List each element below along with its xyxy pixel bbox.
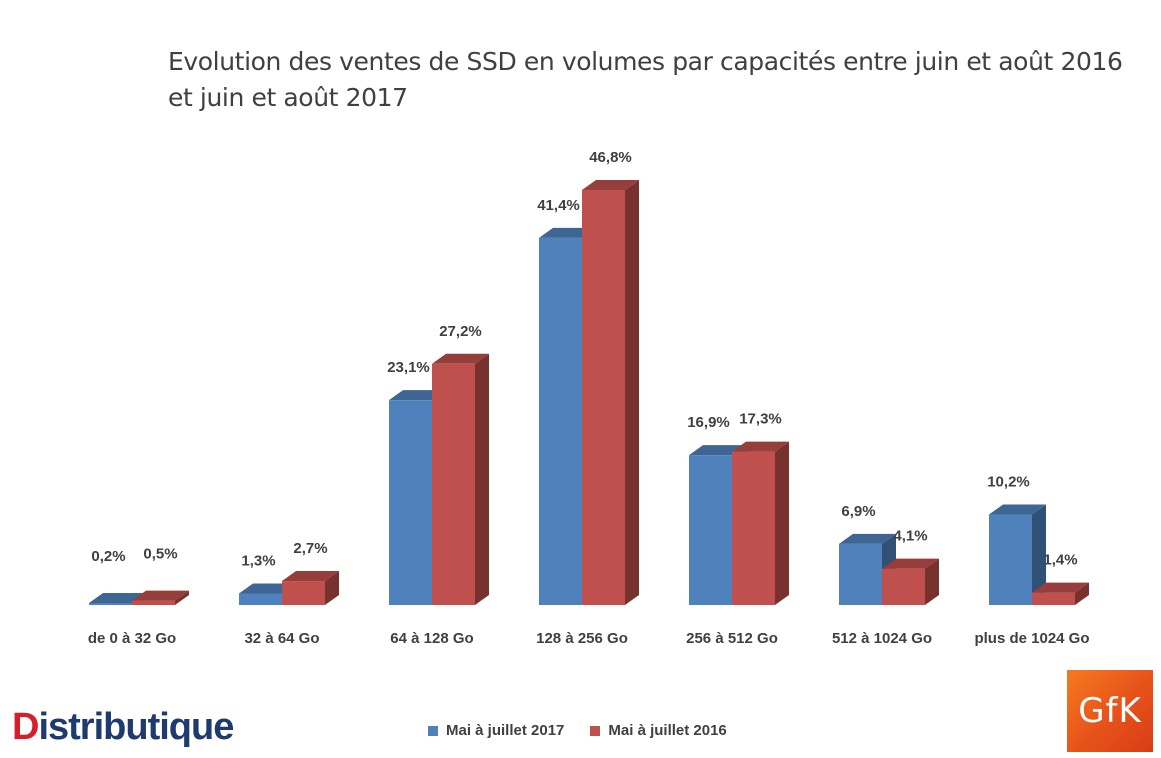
bar [132,600,175,605]
bar-top [239,583,296,594]
bar-top [89,593,146,603]
data-label: 10,2% [987,474,1030,491]
category-label: 256 à 512 Go [686,630,778,647]
bar [432,363,475,605]
bar [389,400,432,605]
bar [689,455,732,605]
bar-group: 1,3% 2,7% 32 à 64 Go [239,540,339,647]
legend-item-2016: Mai à juillet 2016 [590,722,727,739]
data-label: 23,1% [387,359,430,376]
bar-top [582,180,639,190]
data-label: 1,4% [1043,552,1077,569]
legend-label-2016: Mai à juillet 2016 [608,722,727,739]
bar [839,543,882,605]
bar [882,568,925,605]
category-label: 512 à 1024 Go [832,630,932,647]
data-label: 16,9% [687,414,730,431]
bar-side [925,558,939,605]
data-label: 27,2% [439,323,482,340]
bar [89,603,132,605]
bar-side [625,180,639,605]
legend-item-2017: Mai à juillet 2017 [428,722,564,739]
bar-group: 23,1% 27,2% 64 à 128 Go [387,323,489,647]
data-label: 46,8% [589,149,632,166]
data-label: 0,5% [143,546,177,563]
data-label: 0,2% [91,548,125,565]
bar-side [175,590,189,605]
bar-side [1075,582,1089,605]
distributique-logo: Distributique [12,705,234,749]
data-label: 6,9% [841,503,875,520]
bar-group: 41,4% 46,8% 128 à 256 Go [536,149,639,647]
bar-top [132,590,189,601]
bar-group: 0,2% 0,5% de 0 à 32 Go [88,546,189,647]
bar-top [1032,582,1089,593]
category-label: 64 à 128 Go [390,630,473,647]
bar [989,514,1032,605]
bar [539,237,582,605]
bar-side [775,441,789,605]
bar-top [282,571,339,582]
bar-top [732,441,789,452]
legend-label-2017: Mai à juillet 2017 [446,722,565,739]
bar-group: 10,2% 1,4% plus de 1024 Go [974,474,1089,647]
bar-side [1032,504,1046,605]
bar-side [475,353,489,605]
bar-top [989,504,1046,515]
data-label: 4,1% [893,528,927,545]
bar-top [432,353,489,364]
bar [1032,592,1075,605]
bar-group: 6,9% 4,1% 512 à 1024 Go [832,503,939,647]
bar-top [689,445,746,456]
bar [282,581,325,605]
distributique-logo-rest: istributique [38,706,234,748]
bar [239,593,282,605]
bar-top [539,227,596,238]
legend-swatch-2017 [428,725,438,736]
data-label: 17,3% [739,411,782,428]
bar-chart: 0,2% 0,5% de 0 à 32 Go 1,3% 2,7% 32 à 64 Go 23… [88,149,1090,647]
bar-top [839,533,896,544]
distributique-logo-initial: D [12,706,39,748]
category-label: 128 à 256 Go [536,630,628,647]
chart-title: Evolution des ventes de SSD en volumes p… [168,47,1123,112]
data-label: 41,4% [537,197,580,214]
category-label: 32 à 64 Go [244,630,319,647]
chart-legend: Mai à juillet 2017 Mai à juillet 2016 [428,722,727,739]
bar-top [882,558,939,569]
bar-side [325,571,339,605]
category-label: de 0 à 32 Go [88,630,176,647]
data-label: 2,7% [293,540,327,557]
bar-top [389,390,446,401]
bar [732,451,775,605]
category-label: plus de 1024 Go [974,630,1089,647]
gfk-logo: GfK [1067,670,1153,752]
legend-swatch-2016 [590,725,601,736]
bar [582,190,625,605]
bar-group: 16,9% 17,3% 256 à 512 Go [686,411,789,647]
data-label: 1,3% [241,552,275,569]
